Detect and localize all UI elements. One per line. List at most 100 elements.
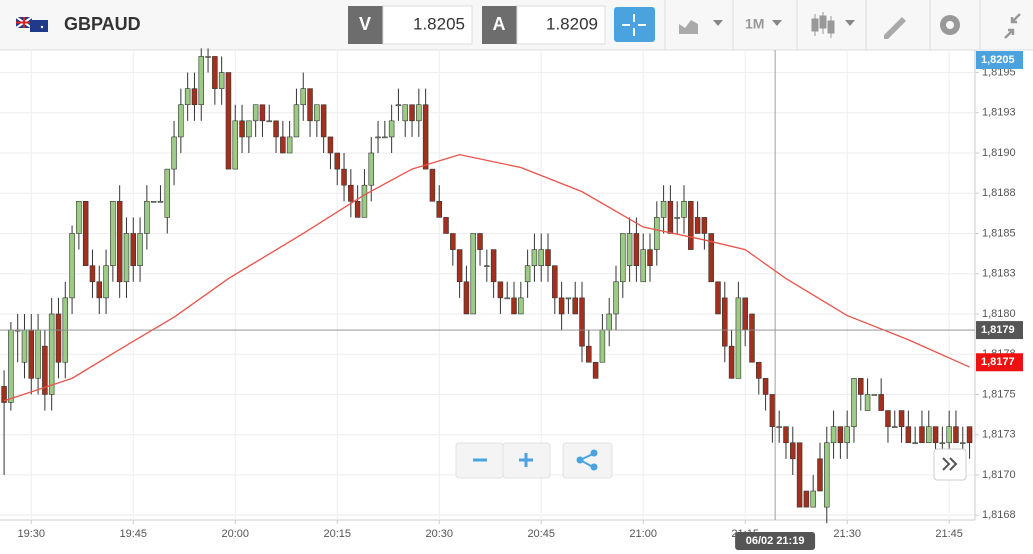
candle-body xyxy=(919,426,925,444)
candle-button[interactable] xyxy=(811,12,855,38)
share-icon-dot[interactable] xyxy=(576,456,584,464)
y-tick-label: 1,8173 xyxy=(982,429,1016,441)
candle-body xyxy=(769,394,776,427)
x-tick-label: 20:00 xyxy=(221,528,249,540)
candle-body xyxy=(756,361,762,379)
bid-box[interactable] xyxy=(382,5,473,45)
zoom-in-button-icon[interactable] xyxy=(519,453,533,467)
candle-body xyxy=(762,378,769,395)
candle-body xyxy=(531,249,538,266)
candle-body xyxy=(144,201,150,234)
candle-body xyxy=(742,297,748,331)
candle-body xyxy=(674,217,680,219)
candle-body xyxy=(395,104,402,107)
candle-body xyxy=(858,378,864,395)
candle-body xyxy=(429,168,436,202)
scroll-right-icon[interactable] xyxy=(942,457,958,471)
x-tick-label: 21:45 xyxy=(935,528,963,540)
candle-body xyxy=(443,217,449,234)
candle-body xyxy=(837,426,844,444)
timeframe-caret[interactable] xyxy=(772,20,782,26)
candle-body xyxy=(137,233,143,266)
ask-box[interactable] xyxy=(516,5,606,45)
ask-tag-box[interactable] xyxy=(482,6,517,44)
candle-body xyxy=(892,426,898,428)
candle-body xyxy=(259,104,266,122)
ask-tag[interactable]: A xyxy=(493,14,506,34)
candle-body xyxy=(375,136,381,139)
candle-body xyxy=(960,442,966,445)
candle-body xyxy=(694,217,701,234)
candle-body xyxy=(558,297,565,315)
candle-body xyxy=(776,426,782,428)
candle-body xyxy=(273,120,279,138)
share-icon-dot[interactable] xyxy=(590,449,598,457)
candle-body xyxy=(212,56,218,89)
bid-tag[interactable]: V xyxy=(359,14,371,34)
x-tick-label: 19:45 xyxy=(119,528,147,540)
candle-body xyxy=(218,72,225,89)
candle-body xyxy=(708,233,714,283)
settings-button[interactable] xyxy=(940,15,960,35)
candle-body xyxy=(314,104,320,122)
candle-body xyxy=(388,120,395,138)
candle-body xyxy=(946,426,952,444)
candle-body xyxy=(42,345,48,395)
candle-body xyxy=(198,56,205,106)
candle-body xyxy=(21,329,28,363)
candle-body xyxy=(484,265,490,267)
y-tick-label: 1,8168 xyxy=(982,509,1016,521)
candle-body xyxy=(722,297,728,347)
collapse-button[interactable] xyxy=(1004,13,1021,39)
candle-body xyxy=(565,297,572,300)
candle-body xyxy=(912,442,918,445)
price-label: 1,8179 xyxy=(981,324,1015,336)
price-label: 1,8205 xyxy=(981,54,1015,66)
candle-body xyxy=(810,490,816,508)
candle-body xyxy=(110,201,116,266)
candle-body xyxy=(592,361,599,379)
candle-body xyxy=(320,104,327,138)
scroll-right-button[interactable] xyxy=(933,448,967,481)
candle-body xyxy=(660,201,667,218)
candle-body xyxy=(640,249,646,283)
candle-body xyxy=(898,410,905,427)
bid-price[interactable]: 1.8205 xyxy=(413,14,465,33)
candle-body xyxy=(552,265,558,299)
candle-body xyxy=(157,201,164,203)
candle-body xyxy=(368,152,374,186)
candle-body xyxy=(35,329,41,379)
candle-body xyxy=(783,426,789,444)
timeframe[interactable]: 1M xyxy=(745,16,764,32)
candle-body xyxy=(416,104,422,122)
candle-body xyxy=(348,184,354,202)
x-tick-label: 20:30 xyxy=(425,528,453,540)
candle-body xyxy=(8,329,14,403)
share-button[interactable] xyxy=(562,442,613,479)
candle-body xyxy=(55,313,62,363)
candle-body xyxy=(463,281,470,315)
price-label-box xyxy=(976,353,1023,372)
candle-body xyxy=(286,136,293,154)
crosshair-button[interactable] xyxy=(614,7,655,42)
candle-body xyxy=(817,458,823,492)
candle-body xyxy=(409,104,415,122)
candle-body xyxy=(885,410,891,427)
candle-body xyxy=(932,426,939,444)
bid-tag-box[interactable] xyxy=(348,6,383,44)
crosshair-time-box xyxy=(735,532,816,550)
candle-body xyxy=(572,297,578,315)
chart-type-button[interactable] xyxy=(679,20,723,34)
candle-body xyxy=(422,104,429,170)
candle-body xyxy=(579,297,585,347)
draw-button[interactable] xyxy=(884,17,906,39)
candle-body xyxy=(490,249,497,283)
share-icon-dot[interactable] xyxy=(590,463,598,471)
candle-body xyxy=(28,329,35,379)
ask-price[interactable]: 1.8209 xyxy=(546,14,598,33)
candle-body xyxy=(497,281,504,299)
candle-body xyxy=(307,88,313,122)
candle-body xyxy=(790,442,796,460)
